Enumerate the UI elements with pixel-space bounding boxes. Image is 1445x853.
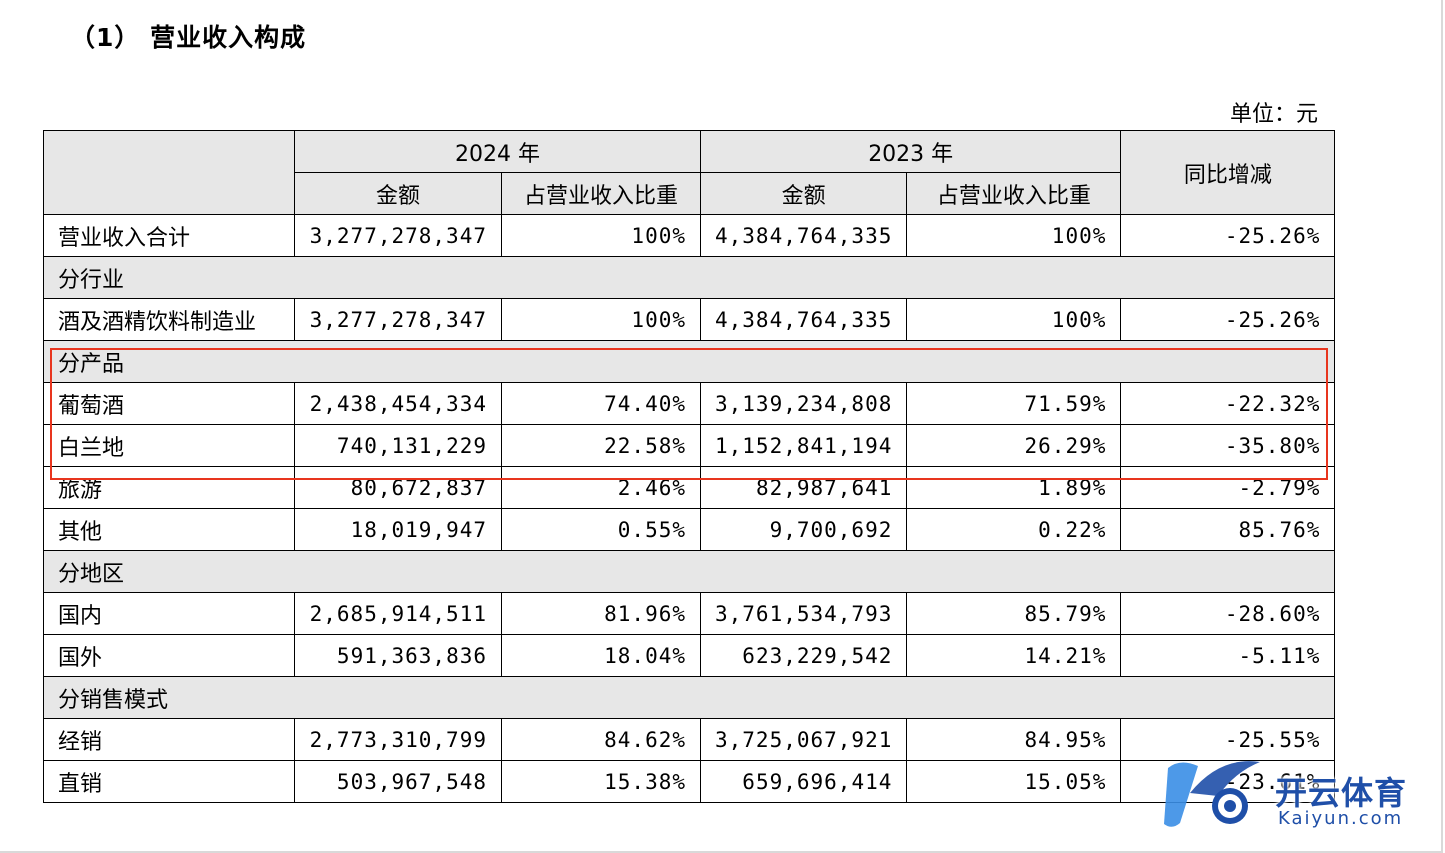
share-2024: 2.46%	[501, 466, 701, 509]
table-row: 经销 2,773,310,799 84.62% 3,725,067,921 84.95%…	[43, 718, 1336, 761]
amount-2023: 4,384,764,335	[699, 298, 908, 341]
share-2023: 100%	[906, 214, 1122, 257]
share-2024: 18.04%	[501, 634, 701, 677]
share-2024: 0.55%	[501, 508, 701, 551]
header-amount-2023: 金额	[699, 172, 908, 215]
yoy-change: -25.26%	[1120, 298, 1336, 341]
amount-2024: 2,685,914,511	[294, 592, 502, 635]
section-label: 分行业	[42, 256, 1336, 299]
revenue-table: 2024 年 2023 年 同比增减 金额 占营业收入比重 金额 占营业收入比重…	[42, 130, 1336, 803]
share-2024: 15.38%	[501, 760, 701, 803]
row-label: 旅游	[43, 466, 295, 509]
yoy-change: -5.11%	[1120, 634, 1336, 677]
share-2023: 85.79%	[906, 592, 1122, 635]
row-label: 其他	[43, 508, 295, 551]
table-row: 白兰地 740,131,229 22.58% 1,152,841,194 26.29% -…	[43, 424, 1336, 467]
share-2024: 74.40%	[501, 382, 701, 425]
table-body: 营业收入合计 3,277,278,347 100% 4,384,764,335 100%…	[42, 214, 1336, 803]
amount-2024: 80,672,837	[294, 466, 502, 509]
amount-2024: 18,019,947	[294, 508, 502, 551]
section-row: 分行业	[42, 256, 1336, 299]
section-title: （1） 营业收入构成	[70, 23, 307, 52]
section-label: 分销售模式	[42, 676, 1336, 719]
section-row: 分地区	[42, 550, 1336, 593]
share-2024: 100%	[501, 214, 701, 257]
share-2023: 100%	[906, 298, 1122, 341]
table-row: 营业收入合计 3,277,278,347 100% 4,384,764,335 100%…	[43, 214, 1336, 257]
section-label: 分地区	[42, 550, 1336, 593]
watermark-logo-icon	[1164, 761, 1260, 827]
amount-2023: 9,700,692	[699, 508, 908, 551]
share-2023: 71.59%	[906, 382, 1122, 425]
section-row: 分销售模式	[42, 676, 1336, 719]
header-share-2023: 占营业收入比重	[906, 172, 1122, 215]
table-row: 酒及酒精饮料制造业 3,277,278,347 100% 4,384,764,335 1…	[43, 298, 1336, 341]
share-2024: 81.96%	[501, 592, 701, 635]
share-2023: 26.29%	[906, 424, 1122, 467]
yoy-change: -22.32%	[1120, 382, 1336, 425]
share-2023: 84.95%	[906, 718, 1122, 761]
row-label: 经销	[43, 718, 295, 761]
amount-2023: 659,696,414	[699, 760, 908, 803]
yoy-change: -2.79%	[1120, 466, 1336, 509]
amount-2023: 3,761,534,793	[699, 592, 908, 635]
table-row: 葡萄酒 2,438,454,334 74.40% 3,139,234,808 71.59…	[43, 382, 1336, 425]
amount-2023: 3,725,067,921	[699, 718, 908, 761]
row-label: 白兰地	[43, 424, 295, 467]
share-2024: 22.58%	[501, 424, 701, 467]
table-row: 旅游 80,672,837 2.46% 82,987,641 1.89% -2.79%	[43, 466, 1336, 509]
amount-2024: 3,277,278,347	[294, 298, 502, 341]
yoy-change: -25.26%	[1120, 214, 1336, 257]
row-label: 酒及酒精饮料制造业	[43, 298, 295, 341]
watermark-brand: 开云体育	[1275, 774, 1408, 812]
table-row: 直销 503,967,548 15.38% 659,696,414 15.05% -23.…	[43, 760, 1336, 803]
amount-2024: 3,277,278,347	[294, 214, 502, 257]
amount-2024: 2,438,454,334	[294, 382, 502, 425]
header-amount-2024: 金额	[294, 172, 502, 215]
header-year-2024: 2024 年	[294, 130, 701, 173]
yoy-change: -25.55%	[1120, 718, 1336, 761]
share-2024: 100%	[501, 298, 701, 341]
amount-2023: 4,384,764,335	[699, 214, 908, 257]
row-label: 葡萄酒	[43, 382, 295, 425]
share-2024: 84.62%	[501, 718, 701, 761]
amount-2024: 2,773,310,799	[294, 718, 502, 761]
section-row: 分产品	[42, 340, 1336, 383]
share-2023: 14.21%	[906, 634, 1122, 677]
yoy-change: -35.80%	[1120, 424, 1336, 467]
amount-2023: 623,229,542	[699, 634, 908, 677]
row-label: 国内	[43, 592, 295, 635]
share-2023: 15.05%	[906, 760, 1122, 803]
amount-2024: 740,131,229	[294, 424, 502, 467]
header-share-2024: 占营业收入比重	[501, 172, 701, 215]
row-label: 国外	[43, 634, 295, 677]
section-label: 分产品	[42, 340, 1336, 383]
header-yoy: 同比增减	[1120, 130, 1336, 215]
unit-label: 单位：元	[1229, 102, 1318, 127]
table-row: 国外 591,363,836 18.04% 623,229,542 14.21% -5.1…	[43, 634, 1336, 677]
header-year-2023: 2023 年	[699, 130, 1122, 173]
share-2023: 0.22%	[906, 508, 1122, 551]
watermark-url: Kaiyun.com	[1278, 808, 1404, 829]
table-row: 其他 18,019,947 0.55% 9,700,692 0.22% 85.76%	[43, 508, 1336, 551]
amount-2024: 591,363,836	[294, 634, 502, 677]
yoy-change: -28.60%	[1120, 592, 1336, 635]
yoy-change: 85.76%	[1120, 508, 1336, 551]
share-2023: 1.89%	[906, 466, 1122, 509]
row-label: 直销	[43, 760, 295, 803]
row-label: 营业收入合计	[43, 214, 295, 257]
amount-2024: 503,967,548	[294, 760, 502, 803]
table-row: 国内 2,685,914,511 81.96% 3,761,534,793 85.79%…	[43, 592, 1336, 635]
amount-2023: 3,139,234,808	[699, 382, 908, 425]
amount-2023: 1,152,841,194	[699, 424, 908, 467]
amount-2023: 82,987,641	[699, 466, 908, 509]
header-blank	[43, 130, 295, 215]
